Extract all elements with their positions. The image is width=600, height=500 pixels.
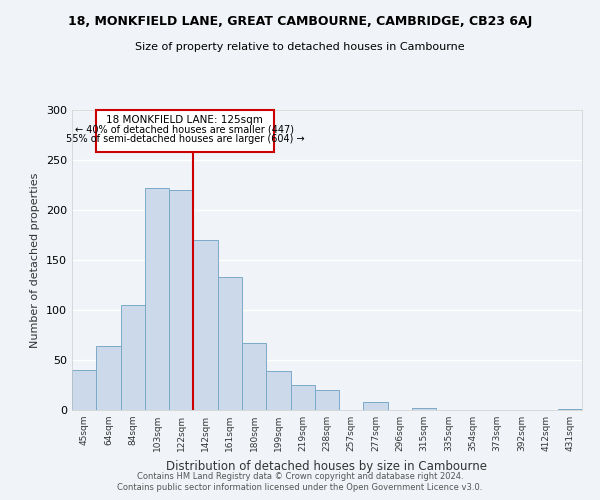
Bar	[242, 343, 266, 410]
Bar	[266, 371, 290, 410]
Bar	[121, 305, 145, 410]
Bar	[218, 277, 242, 410]
Bar	[364, 402, 388, 410]
Text: ← 40% of detached houses are smaller (447): ← 40% of detached houses are smaller (44…	[76, 125, 295, 135]
Bar	[193, 240, 218, 410]
Text: 18, MONKFIELD LANE, GREAT CAMBOURNE, CAMBRIDGE, CB23 6AJ: 18, MONKFIELD LANE, GREAT CAMBOURNE, CAM…	[68, 15, 532, 28]
Bar	[558, 409, 582, 410]
Bar	[145, 188, 169, 410]
Text: 55% of semi-detached houses are larger (604) →: 55% of semi-detached houses are larger (…	[65, 134, 304, 144]
Bar	[412, 408, 436, 410]
Bar	[96, 346, 121, 410]
Text: Size of property relative to detached houses in Cambourne: Size of property relative to detached ho…	[135, 42, 465, 52]
Text: 18 MONKFIELD LANE: 125sqm: 18 MONKFIELD LANE: 125sqm	[106, 115, 263, 125]
Bar	[290, 385, 315, 410]
X-axis label: Distribution of detached houses by size in Cambourne: Distribution of detached houses by size …	[167, 460, 487, 472]
Y-axis label: Number of detached properties: Number of detached properties	[31, 172, 40, 348]
Bar	[72, 370, 96, 410]
Text: Contains public sector information licensed under the Open Government Licence v3: Contains public sector information licen…	[118, 484, 482, 492]
Bar	[169, 190, 193, 410]
Bar	[315, 390, 339, 410]
Text: Contains HM Land Registry data © Crown copyright and database right 2024.: Contains HM Land Registry data © Crown c…	[137, 472, 463, 481]
FancyBboxPatch shape	[96, 110, 274, 152]
